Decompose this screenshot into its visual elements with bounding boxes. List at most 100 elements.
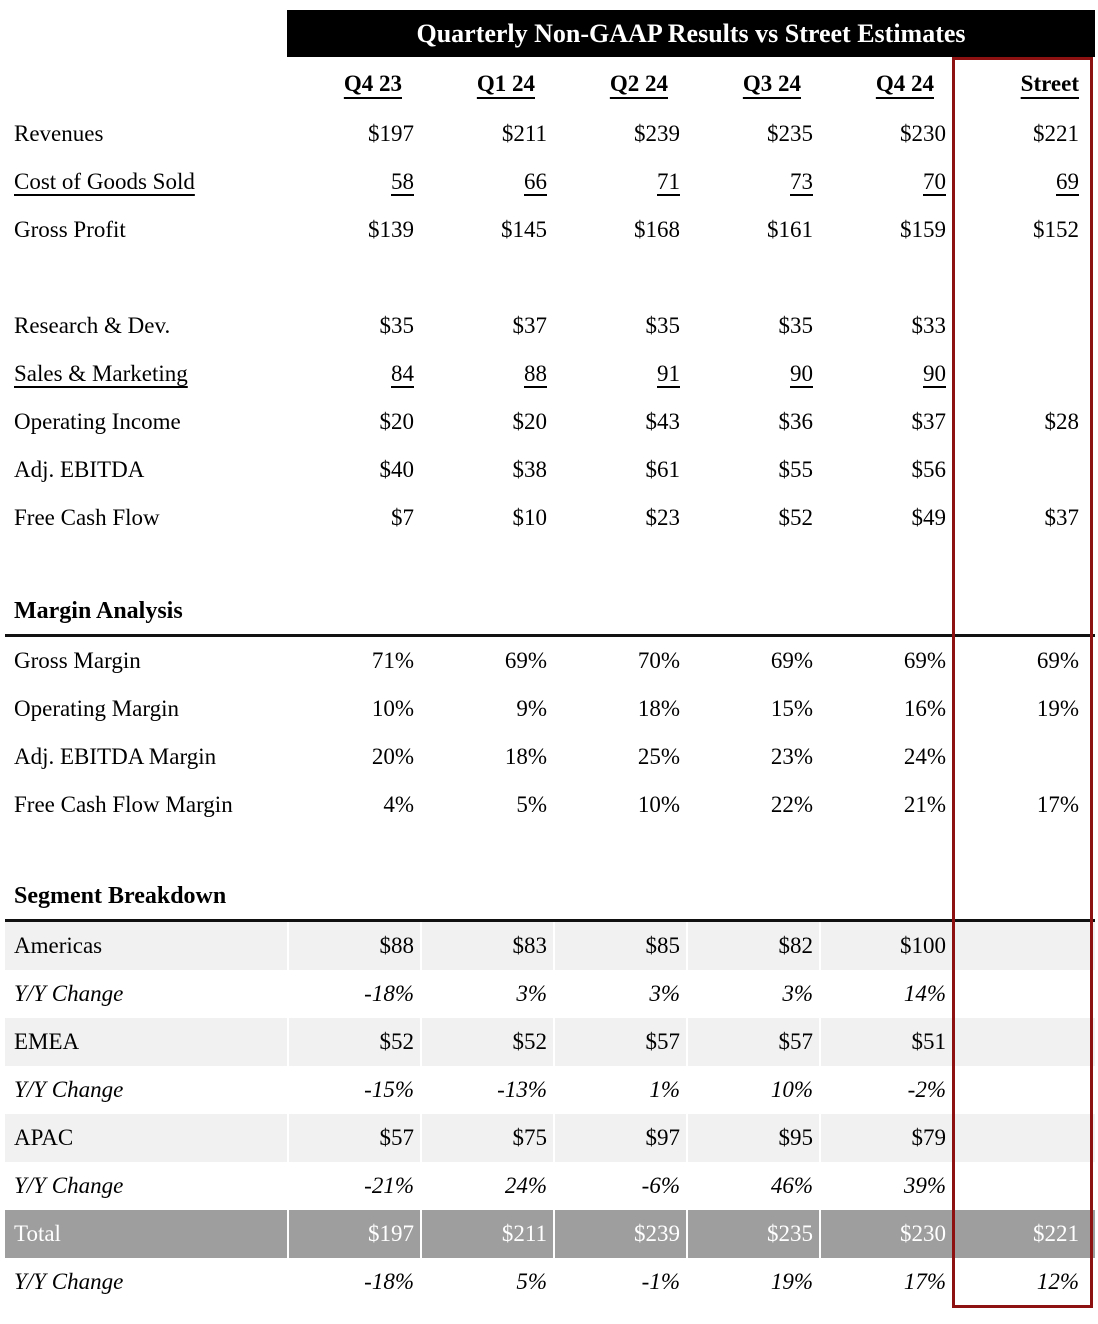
cell-q4-23: $197	[287, 1210, 420, 1258]
row-label: Research & Dev.	[14, 313, 171, 338]
cell-q3-24: $235	[686, 1210, 819, 1258]
cell-q1-24: $20	[512, 409, 548, 434]
cell-q1-24: $37	[512, 313, 548, 338]
cell-q4-24: 14%	[903, 981, 946, 1006]
cell-q3-24: $52	[778, 505, 814, 530]
cell-street: 19%	[1036, 696, 1079, 721]
cell-q2-24: 1%	[649, 1077, 680, 1102]
cell-q4-24: 90	[923, 361, 946, 386]
cell-street: $37	[1044, 505, 1080, 530]
row-label: Y/Y Change	[14, 1077, 124, 1102]
cell-q3-24: 69%	[770, 648, 813, 673]
cell-q2-24: $97	[553, 1114, 686, 1162]
cell-q4-23: -15%	[364, 1077, 414, 1102]
cell-q4-24: 39%	[903, 1173, 946, 1198]
table-row: Free Cash Flow Margin 4% 5% 10% 22% 21% …	[0, 781, 1095, 829]
cell-q1-24: $211	[501, 121, 547, 146]
table-row: Adj. EBITDA $40 $38 $61 $55 $56	[0, 446, 1095, 494]
row-label: APAC	[14, 1125, 74, 1150]
cell-q4-24: $51	[819, 1018, 952, 1066]
cell-q4-23: -18%	[364, 1269, 414, 1294]
table-row: Sales & Marketing 84 88 91 90 90	[0, 350, 1095, 398]
row-gap	[0, 829, 1095, 874]
margin-analysis-rows: Gross Margin 71% 69% 70% 69% 69% 69% Ope…	[0, 637, 1095, 829]
cell-q1-24: $75	[420, 1114, 553, 1162]
cell-q4-24: $49	[911, 505, 947, 530]
cell-q4-23: $7	[391, 505, 414, 530]
cell-street	[952, 446, 1095, 494]
row-label: Operating Margin	[14, 696, 180, 721]
cell-q4-23: $139	[368, 217, 414, 242]
column-header-spacer	[0, 57, 287, 110]
table-row: Y/Y Change -21% 24% -6% 46% 39%	[0, 1162, 1095, 1210]
cell-q1-24: 3%	[516, 981, 547, 1006]
cell-q3-24: $55	[778, 457, 814, 482]
cell-q3-24: 10%	[770, 1077, 813, 1102]
section-header-segment-breakdown: Segment Breakdown	[14, 883, 227, 909]
cell-q3-24: $57	[686, 1018, 819, 1066]
cell-q4-23: $88	[287, 922, 420, 970]
table-row: Cost of Goods Sold 58 66 71 73 70 69	[0, 158, 1095, 206]
cell-q4-24: $79	[819, 1114, 952, 1162]
cell-q3-24: 23%	[770, 744, 813, 769]
cell-q1-24: 88	[524, 361, 547, 386]
cell-street	[952, 1114, 1095, 1162]
cell-q4-23: 58	[391, 169, 414, 194]
cell-q3-24: $235	[767, 121, 813, 146]
cell-q1-24: 69%	[504, 648, 547, 673]
row-label: Gross Margin	[14, 648, 141, 673]
cell-street	[952, 733, 1095, 781]
row-label: Cost of Goods Sold	[14, 169, 195, 194]
table-row: Y/Y Change -18% 3% 3% 3% 14%	[0, 970, 1095, 1018]
row-label: Operating Income	[14, 409, 181, 434]
table-row: Y/Y Change -18% 5% -1% 19% 17% 12%	[0, 1258, 1095, 1306]
segment-breakdown-rows: Americas $88 $83 $85 $82 $100 Y/Y Change…	[0, 922, 1095, 1306]
table-row: Operating Income $20 $20 $43 $36 $37 $28	[0, 398, 1095, 446]
cell-q4-23: $20	[379, 409, 415, 434]
cell-q1-24: 5%	[516, 792, 547, 817]
cell-q1-24: $83	[420, 922, 553, 970]
cell-q2-24: $239	[553, 1210, 686, 1258]
cell-q4-23: $40	[379, 457, 415, 482]
cell-street: $152	[1033, 217, 1079, 242]
table-row: Operating Margin 10% 9% 18% 15% 16% 19%	[0, 685, 1095, 733]
row-gap	[0, 254, 1095, 302]
row-label: Sales & Marketing	[14, 361, 188, 386]
cell-q3-24: $161	[767, 217, 813, 242]
row-label: Free Cash Flow	[14, 505, 160, 530]
cell-q4-24: $230	[819, 1210, 952, 1258]
row-label: EMEA	[14, 1029, 80, 1054]
cell-q2-24: $23	[645, 505, 681, 530]
cell-q4-23: -18%	[364, 981, 414, 1006]
table-row: Total $197 $211 $239 $235 $230 $221	[0, 1210, 1095, 1258]
cell-q2-24: $61	[645, 457, 681, 482]
cell-q2-24: 70%	[637, 648, 680, 673]
row-label: Revenues	[14, 121, 104, 146]
column-header-row: Q4 23 Q1 24 Q2 24 Q3 24 Q4 24 Street	[0, 57, 1095, 110]
cell-street: $221	[1033, 121, 1079, 146]
row-label: Y/Y Change	[14, 1269, 124, 1294]
table-row: Revenues $197 $211 $239 $235 $230 $221	[0, 110, 1095, 158]
cell-q2-24: $85	[553, 922, 686, 970]
cell-q4-24: $159	[900, 217, 946, 242]
table-row: Free Cash Flow $7 $10 $23 $52 $49 $37	[0, 494, 1095, 542]
row-label: Adj. EBITDA	[14, 457, 145, 482]
cell-q2-24: $43	[645, 409, 681, 434]
table-row: Gross Profit $139 $145 $168 $161 $159 $1…	[0, 206, 1095, 254]
cell-street	[952, 1066, 1095, 1114]
cell-street	[952, 1162, 1095, 1210]
row-label: Gross Profit	[14, 217, 126, 242]
table-row: EMEA $52 $52 $57 $57 $51	[0, 1018, 1095, 1066]
opex-rows: Research & Dev. $35 $37 $35 $35 $33 Sale…	[0, 302, 1095, 542]
row-label: Total	[14, 1221, 61, 1246]
cell-q2-24: -6%	[641, 1173, 680, 1198]
column-header-street: Street	[1020, 71, 1079, 96]
cell-q4-24: 17%	[903, 1269, 946, 1294]
cell-street	[952, 350, 1095, 398]
cell-q4-24: $100	[819, 922, 952, 970]
cell-q4-24: 24%	[903, 744, 946, 769]
income-statement-rows: Revenues $197 $211 $239 $235 $230 $221 C…	[0, 110, 1095, 254]
row-gap	[0, 542, 1095, 588]
cell-q1-24: 24%	[504, 1173, 547, 1198]
cell-q4-24: 69%	[903, 648, 946, 673]
